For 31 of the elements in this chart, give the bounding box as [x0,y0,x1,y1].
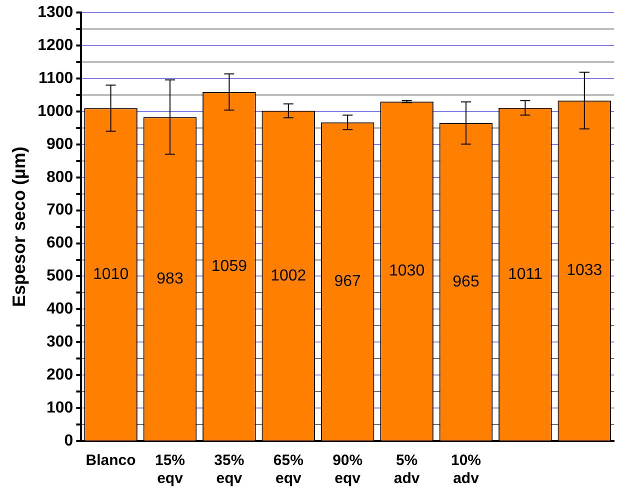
y-tick-label: 100 [46,399,74,416]
y-tick-label: 300 [46,334,74,351]
data-label: 983 [156,270,184,288]
x-tick-label: 10% adv [450,452,482,488]
y-tick-label: 1200 [38,36,74,54]
y-tick-label: 400 [46,300,74,318]
data-label: 1010 [92,266,129,283]
y-tick-label: 800 [46,168,74,186]
x-tick-label: 90% eqv [332,452,363,488]
y-tick-label: 1300 [38,4,74,22]
y-tick-label: 1100 [38,70,74,87]
data-label: 1033 [566,262,602,280]
x-tick-label: 5% adv [394,452,420,488]
data-label: 965 [452,273,480,290]
y-tick-label: 1000 [38,102,74,120]
data-label: 1059 [211,258,248,275]
data-label: 1002 [270,267,306,284]
data-label: 967 [334,273,362,290]
x-tick-label: 35% eqv [214,452,244,488]
y-tick-label: 900 [46,136,74,153]
data-label: 1030 [389,262,425,280]
x-tick-label: 65% eqv [273,452,304,488]
y-axis-title: Espesor seco (µm) [8,146,29,308]
y-tick-label: 600 [46,234,74,252]
y-tick-label: 200 [46,366,74,384]
y-tick-label: 500 [46,268,74,285]
y-tick-label: 700 [46,202,74,219]
data-label: 1011 [508,266,543,283]
x-tick-label: 15% eqv [154,452,186,488]
x-tick-label: Blanco [86,452,136,470]
y-tick-label: 0 [64,432,74,450]
